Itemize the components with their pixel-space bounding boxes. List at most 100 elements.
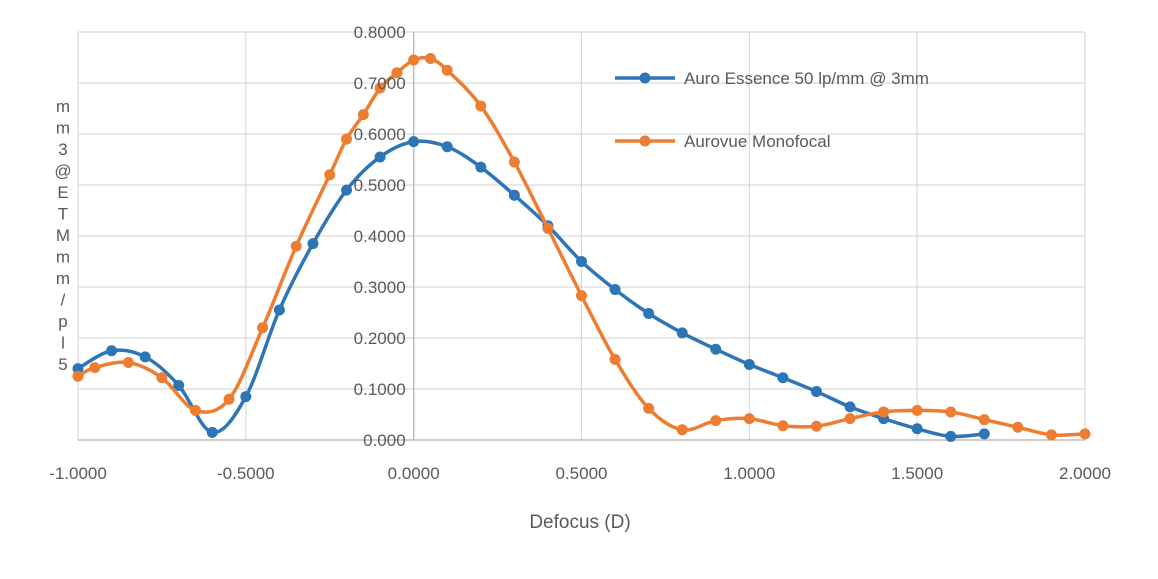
data-point — [508, 189, 520, 201]
data-point — [72, 363, 84, 375]
y-axis-title-char: 3 — [58, 140, 67, 159]
y-axis-title-char: E — [57, 183, 68, 202]
x-tick-label: -1.0000 — [49, 464, 107, 483]
x-tick-label: 0.5000 — [556, 464, 608, 483]
data-point — [341, 133, 353, 145]
data-point — [676, 424, 688, 436]
data-point — [424, 53, 436, 65]
legend-swatch-marker — [639, 135, 651, 147]
data-point — [441, 141, 453, 153]
y-tick-label: 0.000 — [363, 431, 406, 450]
data-point — [1012, 421, 1024, 433]
y-tick-label: 0.2000 — [354, 329, 406, 348]
data-point — [676, 327, 688, 339]
x-tick-label: 1.0000 — [723, 464, 775, 483]
legend-label: Aurovue Monofocal — [684, 132, 830, 151]
y-axis-title-char: / — [61, 291, 66, 310]
data-point — [408, 54, 420, 66]
tick-labels: -1.0000 -0.5000 0.0000 0.5000 1.0000 1.5000 2.… — [49, 23, 1111, 483]
y-tick-label: 0.8000 — [354, 23, 406, 42]
data-point — [777, 420, 789, 432]
data-point — [341, 184, 353, 196]
x-tick-label: 2.0000 — [1059, 464, 1111, 483]
data-point — [391, 67, 403, 79]
y-tick-label: 0.4000 — [354, 227, 406, 246]
series-auro-essence — [72, 136, 990, 442]
data-point — [542, 222, 554, 234]
data-point — [72, 370, 84, 382]
data-point — [576, 256, 587, 267]
data-point — [106, 345, 118, 357]
y-tick-label: 0.3000 — [354, 278, 406, 297]
y-axis-title-char: m — [56, 119, 70, 138]
data-point — [609, 353, 621, 365]
data-point — [156, 372, 168, 384]
y-axis-title-char: @ — [54, 162, 71, 181]
data-point — [307, 238, 319, 250]
data-point — [844, 413, 856, 425]
data-point — [1045, 429, 1057, 441]
y-axis-title-char: m — [56, 248, 70, 267]
data-point — [374, 151, 386, 163]
data-point — [508, 156, 520, 168]
y-axis-title-char: l — [61, 334, 65, 353]
data-point — [441, 64, 453, 76]
data-point — [408, 136, 420, 148]
y-axis-title-char: m — [56, 97, 70, 116]
y-axis-title-char: p — [58, 312, 67, 331]
data-point — [576, 290, 587, 302]
legend-item: Aurovue Monofocal — [615, 132, 830, 151]
data-point — [710, 343, 722, 355]
axes — [78, 32, 1085, 441]
data-point — [911, 404, 923, 416]
legend: Auro Essence 50 lp/mm @ 3mm Aurovue Monof… — [615, 69, 929, 151]
data-point — [122, 356, 134, 368]
data-point — [810, 420, 822, 432]
data-point — [240, 391, 252, 403]
data-point — [173, 379, 185, 391]
gridlines — [77, 31, 1086, 441]
y-axis-title-char: M — [56, 226, 70, 245]
data-point — [290, 240, 302, 252]
data-point — [475, 161, 487, 173]
data-point — [89, 362, 101, 374]
y-tick-label: 0.1000 — [354, 380, 406, 399]
data-point — [810, 386, 822, 398]
x-tick-label: 1.5000 — [891, 464, 943, 483]
series-group — [72, 53, 1091, 442]
y-axis-title-char: T — [58, 205, 68, 224]
data-point — [710, 415, 722, 427]
x-tick-label: 0.0000 — [388, 464, 440, 483]
data-point — [945, 430, 957, 442]
data-point — [878, 406, 890, 418]
data-point — [324, 169, 336, 181]
data-point — [189, 404, 201, 416]
legend-swatch-marker — [639, 72, 651, 84]
data-point — [1079, 428, 1091, 440]
data-point — [609, 284, 621, 296]
data-point — [139, 351, 151, 363]
data-point — [643, 308, 655, 320]
y-axis-title-char: m — [56, 269, 70, 288]
data-point — [357, 109, 369, 121]
data-point — [743, 359, 755, 371]
data-point — [206, 426, 218, 438]
y-tick-label: 0.6000 — [354, 125, 406, 144]
y-tick-label: 0.7000 — [354, 74, 406, 93]
data-point — [911, 423, 923, 435]
x-axis-title: Defocus (D) — [529, 512, 630, 533]
x-tick-label: -0.5000 — [217, 464, 275, 483]
data-point — [978, 428, 990, 440]
data-point — [844, 401, 856, 413]
data-point — [643, 402, 655, 414]
data-point — [945, 406, 957, 418]
data-point — [743, 413, 755, 425]
data-point — [223, 393, 235, 405]
series-line — [76, 139, 987, 439]
data-point — [978, 414, 990, 426]
data-point — [777, 372, 789, 384]
data-point — [273, 304, 285, 316]
